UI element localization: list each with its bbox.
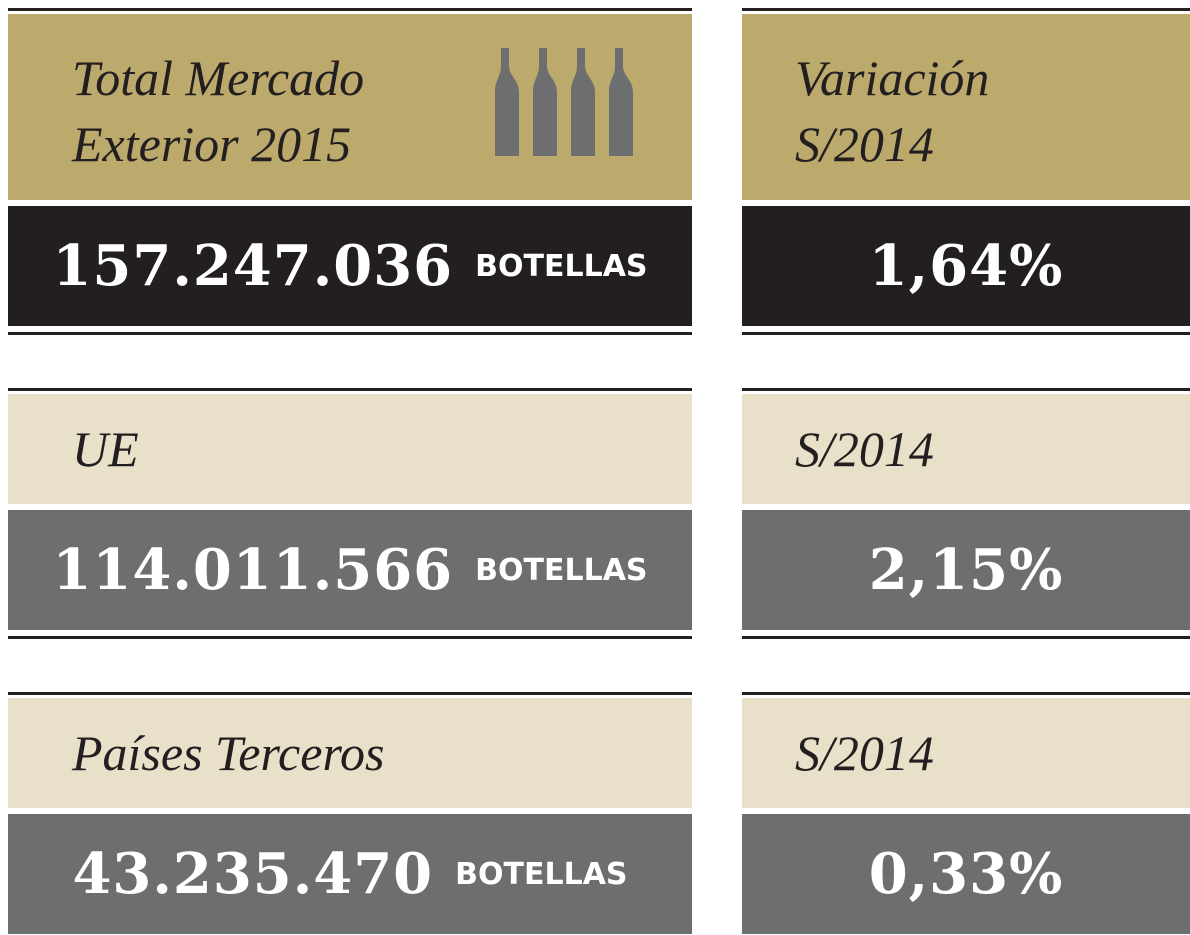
value-box: 114.011.566 BOTELLAS — [8, 510, 692, 630]
label-box: Países Terceros — [8, 698, 692, 808]
rule-bottom — [742, 332, 1190, 335]
change-value: 2,15% — [868, 537, 1064, 603]
value-box: 43.235.470 BOTELLAS — [8, 814, 692, 934]
value-box: 157.247.036 BOTELLAS — [8, 206, 692, 326]
value: 43.235.470 — [72, 841, 434, 907]
rule-bottom — [742, 636, 1190, 639]
rule-top — [8, 692, 692, 695]
value: 157.247.036 — [52, 233, 454, 299]
value-box: 0,33% — [742, 814, 1190, 934]
bottles-icon — [495, 48, 633, 156]
change-value: 1,64% — [868, 233, 1064, 299]
label-text: Países Terceros — [72, 725, 385, 781]
label-text: S/2014 — [795, 421, 934, 477]
label-box: S/2014 — [742, 698, 1190, 808]
rule-top — [742, 388, 1190, 391]
unit: BOTELLAS — [455, 856, 628, 892]
value-row: 157.247.036 BOTELLAS — [8, 206, 692, 326]
value-row: 0,33% — [742, 814, 1190, 934]
label-text: UE — [72, 421, 139, 477]
value-box: 1,64% — [742, 206, 1190, 326]
rule-bottom — [8, 332, 692, 335]
label-text: Variación — [795, 50, 990, 106]
rule-bottom — [8, 636, 692, 639]
label-box: S/2014 — [742, 394, 1190, 504]
unit: BOTELLAS — [475, 552, 648, 588]
unit: BOTELLAS — [475, 248, 648, 284]
value-box: 2,15% — [742, 510, 1190, 630]
label-text: S/2014 — [795, 725, 934, 781]
value-row: 2,15% — [742, 510, 1190, 630]
rule-top — [8, 8, 692, 11]
value: 114.011.566 — [52, 537, 454, 603]
label-text: Total Mercado — [72, 50, 365, 106]
value-row: 114.011.566 BOTELLAS — [8, 510, 692, 630]
rule-top — [742, 692, 1190, 695]
label-box: Variación S/2014 — [742, 14, 1190, 200]
change-value: 0,33% — [868, 841, 1064, 907]
label-box: UE — [8, 394, 692, 504]
value-row: 43.235.470 BOTELLAS — [8, 814, 692, 934]
label-text: S/2014 — [795, 116, 934, 172]
rule-top — [8, 388, 692, 391]
rule-top — [742, 8, 1190, 11]
label-text: Exterior 2015 — [72, 116, 352, 172]
value-row: 1,64% — [742, 206, 1190, 326]
